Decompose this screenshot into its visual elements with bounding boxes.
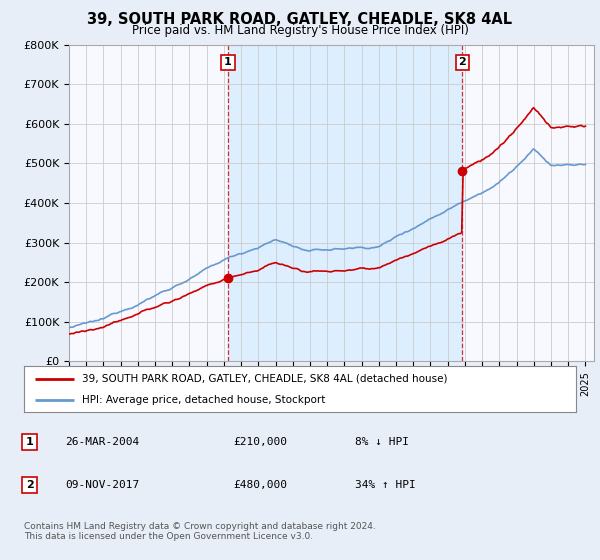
Text: 2: 2 <box>458 58 466 67</box>
Text: 2: 2 <box>26 480 34 490</box>
Text: 8% ↓ HPI: 8% ↓ HPI <box>355 437 409 447</box>
Text: 09-NOV-2017: 09-NOV-2017 <box>65 480 140 490</box>
Text: 39, SOUTH PARK ROAD, GATLEY, CHEADLE, SK8 4AL (detached house): 39, SOUTH PARK ROAD, GATLEY, CHEADLE, SK… <box>82 374 448 384</box>
Text: 34% ↑ HPI: 34% ↑ HPI <box>355 480 416 490</box>
Text: Contains HM Land Registry data © Crown copyright and database right 2024.
This d: Contains HM Land Registry data © Crown c… <box>24 522 376 542</box>
Text: £480,000: £480,000 <box>234 480 288 490</box>
Text: £210,000: £210,000 <box>234 437 288 447</box>
Bar <box>228 45 463 361</box>
Text: 1: 1 <box>26 437 34 447</box>
Text: 26-MAR-2004: 26-MAR-2004 <box>65 437 140 447</box>
Text: HPI: Average price, detached house, Stockport: HPI: Average price, detached house, Stoc… <box>82 395 325 405</box>
Text: 39, SOUTH PARK ROAD, GATLEY, CHEADLE, SK8 4AL: 39, SOUTH PARK ROAD, GATLEY, CHEADLE, SK… <box>88 12 512 27</box>
Text: Price paid vs. HM Land Registry's House Price Index (HPI): Price paid vs. HM Land Registry's House … <box>131 24 469 37</box>
Text: 1: 1 <box>224 58 232 67</box>
